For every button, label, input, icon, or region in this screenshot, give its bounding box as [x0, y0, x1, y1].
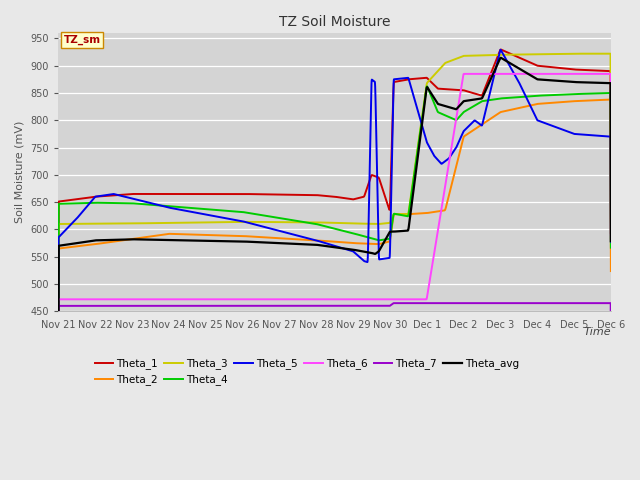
Theta_5: [537, 119, 545, 124]
Theta_7: [54, 387, 62, 393]
Theta_4: [537, 93, 545, 98]
Theta_avg: [54, 398, 62, 404]
Theta_4: [117, 200, 125, 206]
Theta_7: [537, 300, 545, 306]
Theta_5: [497, 47, 504, 53]
Theta_3: [607, 218, 614, 224]
Theta_4: [150, 202, 158, 208]
Theta_6: [266, 297, 274, 302]
Line: Theta_avg: Theta_avg: [58, 58, 611, 401]
Theta_6: [607, 232, 614, 238]
Theta_3: [266, 219, 274, 225]
Line: Theta_7: Theta_7: [58, 303, 611, 390]
Theta_1: [266, 192, 274, 197]
Theta_avg: [266, 240, 274, 246]
Theta_5: [596, 133, 604, 139]
Theta_avg: [596, 80, 604, 86]
Theta_7: [291, 303, 298, 309]
Theta_2: [54, 400, 62, 406]
Theta_7: [266, 303, 274, 309]
Theta_2: [291, 236, 298, 242]
Theta_6: [291, 297, 298, 302]
Theta_6: [460, 71, 468, 77]
Theta_1: [117, 192, 125, 198]
Theta_5: [291, 232, 298, 238]
Theta_avg: [537, 77, 545, 83]
Theta_6: [537, 71, 545, 77]
Theta_1: [537, 63, 545, 69]
Theta_5: [150, 201, 158, 207]
Theta_7: [150, 303, 158, 309]
Theta_4: [266, 214, 274, 219]
Line: Theta_4: Theta_4: [58, 86, 611, 380]
Theta_1: [607, 230, 614, 236]
Theta_7: [390, 300, 397, 306]
Theta_1: [54, 376, 62, 382]
Line: Theta_3: Theta_3: [58, 54, 611, 390]
Line: Theta_6: Theta_6: [58, 74, 611, 385]
Theta_avg: [497, 55, 504, 60]
Theta_3: [536, 51, 544, 57]
Theta_7: [596, 300, 604, 306]
Line: Theta_5: Theta_5: [58, 50, 611, 397]
Theta_5: [54, 395, 62, 400]
Theta_1: [596, 68, 604, 73]
Text: Time: Time: [583, 326, 611, 336]
Theta_2: [607, 96, 614, 102]
Theta_3: [596, 51, 604, 57]
Theta_4: [291, 217, 298, 223]
Theta_3: [291, 219, 298, 225]
Theta_6: [596, 71, 604, 77]
Theta_1: [150, 191, 158, 197]
Theta_5: [117, 193, 125, 199]
Title: TZ Soil Moisture: TZ Soil Moisture: [279, 15, 390, 29]
Theta_3: [571, 51, 579, 57]
Theta_avg: [150, 237, 158, 242]
Theta_1: [291, 192, 298, 198]
Theta_3: [150, 220, 158, 226]
Theta_2: [266, 235, 274, 240]
Theta_avg: [607, 238, 614, 244]
Theta_4: [596, 90, 604, 96]
Y-axis label: Soil Moisture (mV): Soil Moisture (mV): [15, 121, 25, 223]
Theta_2: [117, 238, 125, 243]
Theta_6: [117, 297, 125, 302]
Theta_avg: [291, 241, 298, 247]
Line: Theta_1: Theta_1: [58, 49, 611, 379]
Theta_7: [117, 303, 125, 309]
Theta_1: [497, 47, 505, 52]
Theta_4: [607, 245, 614, 251]
Line: Theta_2: Theta_2: [58, 99, 611, 403]
Theta_6: [54, 383, 62, 388]
Theta_3: [117, 221, 125, 227]
Theta_3: [54, 387, 62, 393]
Text: TZ_sm: TZ_sm: [64, 35, 101, 45]
Theta_6: [150, 297, 158, 302]
Theta_2: [596, 97, 604, 103]
Theta_4: [54, 377, 62, 383]
Theta_2: [607, 268, 614, 274]
Theta_avg: [117, 237, 125, 242]
Theta_5: [266, 226, 274, 231]
Theta_2: [536, 101, 544, 107]
Legend: Theta_1, Theta_2, Theta_3, Theta_4, Theta_5, Theta_6, Theta_7, Theta_avg: Theta_1, Theta_2, Theta_3, Theta_4, Thet…: [90, 354, 524, 390]
Theta_2: [150, 233, 158, 239]
Theta_4: [423, 84, 431, 89]
Theta_5: [607, 239, 614, 245]
Theta_7: [607, 385, 614, 391]
